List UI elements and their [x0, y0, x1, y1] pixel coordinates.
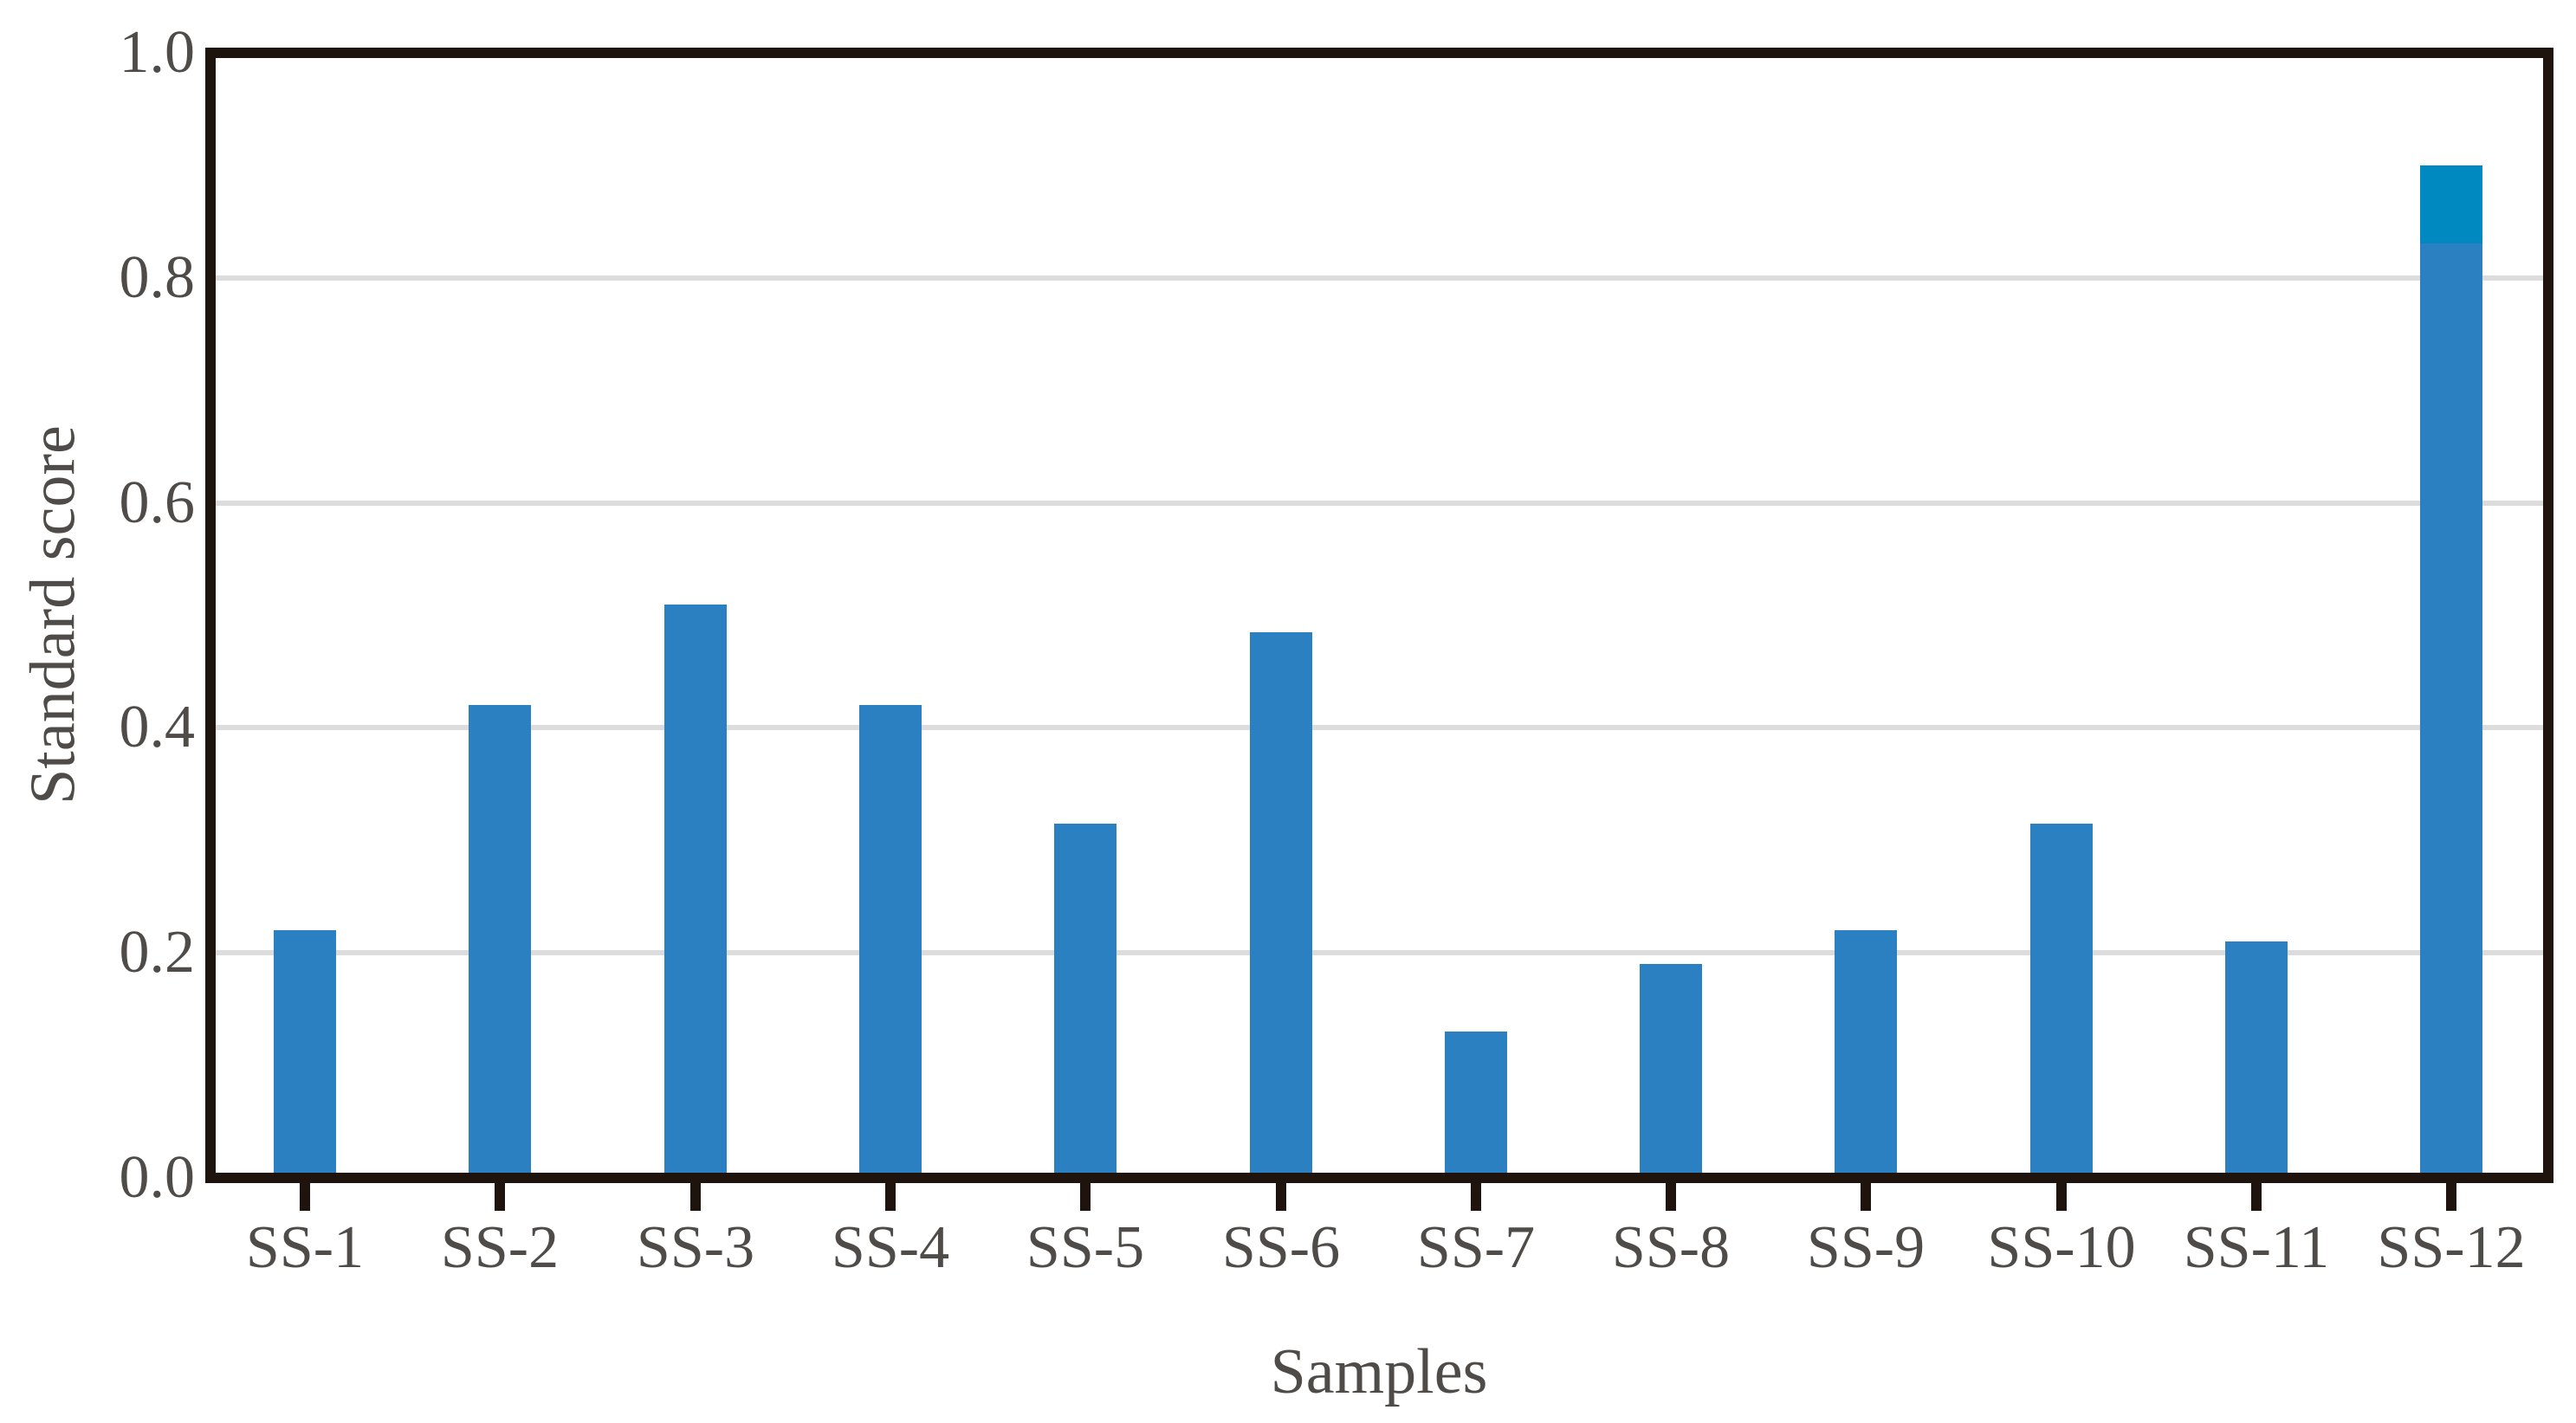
x-tick-label: SS-3 — [636, 1214, 755, 1281]
x-tick — [2251, 1183, 2262, 1211]
x-tick-label: SS-5 — [1026, 1214, 1145, 1281]
x-tick — [1276, 1183, 1286, 1211]
x-tick — [1471, 1183, 1481, 1211]
y-tick-label: 1.0 — [119, 19, 196, 86]
x-tick-label: SS-2 — [440, 1214, 560, 1281]
x-tick — [495, 1183, 505, 1211]
y-tick-label: 0.0 — [119, 1144, 196, 1211]
bar-ss-11 — [2225, 941, 2288, 1173]
plot-area — [205, 48, 2553, 1183]
bar-ss-1 — [274, 930, 336, 1173]
bar-ss-3 — [664, 605, 727, 1173]
bar-ss-12 — [2420, 165, 2482, 1173]
bar-ss-5 — [1054, 824, 1116, 1173]
x-tick-label: SS-11 — [2183, 1214, 2330, 1281]
x-tick — [690, 1183, 701, 1211]
gridline — [216, 275, 2543, 281]
y-tick-label: 0.4 — [119, 694, 196, 760]
x-tick — [1666, 1183, 1676, 1211]
bar-ss-10 — [2030, 824, 2093, 1173]
bars-layer — [216, 58, 2543, 1173]
x-tick — [885, 1183, 896, 1211]
y-tick-label: 0.6 — [119, 469, 196, 536]
y-tick-label: 0.2 — [119, 919, 196, 986]
x-tick-label: SS-6 — [1221, 1214, 1341, 1281]
gridline — [216, 950, 2543, 956]
y-tick-label: 0.8 — [119, 244, 196, 311]
bar-overlay-segment — [2420, 165, 2482, 244]
bar-ss-4 — [859, 705, 922, 1173]
x-tick — [2056, 1183, 2067, 1211]
bar-ss-6 — [1250, 632, 1312, 1173]
x-tick — [2446, 1183, 2456, 1211]
x-tick — [1861, 1183, 1871, 1211]
x-tick-label: SS-10 — [1987, 1214, 2136, 1281]
bar-ss-7 — [1445, 1032, 1507, 1173]
x-tick — [1080, 1183, 1091, 1211]
grid-layer — [216, 58, 2543, 1173]
x-tick-label: SS-1 — [245, 1214, 365, 1281]
gridline — [216, 725, 2543, 731]
x-tick — [300, 1183, 310, 1211]
x-tick-label: SS-4 — [831, 1214, 950, 1281]
gridline — [216, 500, 2543, 506]
bar-ss-2 — [469, 705, 531, 1173]
x-tick-label: SS-7 — [1416, 1214, 1536, 1281]
x-axis-label: Samples — [1270, 1336, 1488, 1407]
bar-ss-9 — [1835, 930, 1897, 1173]
x-tick-label: SS-8 — [1611, 1214, 1731, 1281]
x-tick-label: SS-12 — [2377, 1214, 2526, 1281]
bar-ss-8 — [1640, 964, 1702, 1173]
x-tick-label: SS-9 — [1806, 1214, 1926, 1281]
